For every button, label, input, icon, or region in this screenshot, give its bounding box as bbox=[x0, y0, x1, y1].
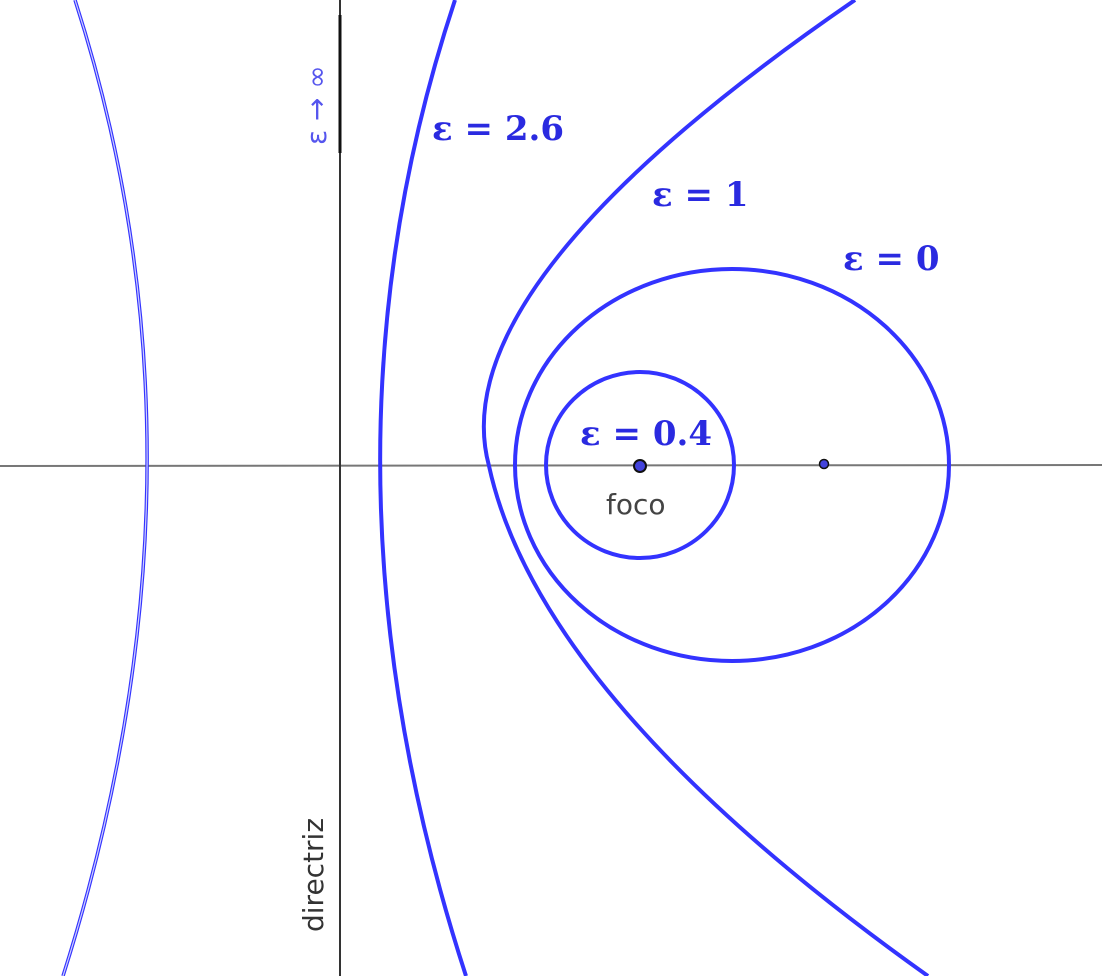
curve-eps-infinity-core bbox=[62, 0, 148, 976]
curve-eps-1 bbox=[481, 0, 930, 976]
label-eps-1: ε = 1 bbox=[652, 175, 749, 215]
curve-eps-2-6 bbox=[378, 0, 468, 976]
horizontal-axis bbox=[0, 464, 1102, 467]
center-point bbox=[818, 458, 830, 470]
curve-eps-0-4 bbox=[544, 370, 736, 560]
label-focus: foco bbox=[606, 488, 666, 521]
focus-point bbox=[633, 459, 647, 473]
label-eps-infinity: ε → ∞ bbox=[300, 65, 333, 145]
label-eps-2-6: ε = 2.6 bbox=[432, 109, 564, 149]
curve-eps-infinity bbox=[61, 0, 149, 976]
label-eps-0: ε = 0 bbox=[843, 239, 940, 279]
curve-eps-0 bbox=[513, 267, 951, 663]
label-eps-0-4: ε = 0.4 bbox=[580, 414, 712, 454]
label-directrix: directriz bbox=[297, 818, 330, 932]
